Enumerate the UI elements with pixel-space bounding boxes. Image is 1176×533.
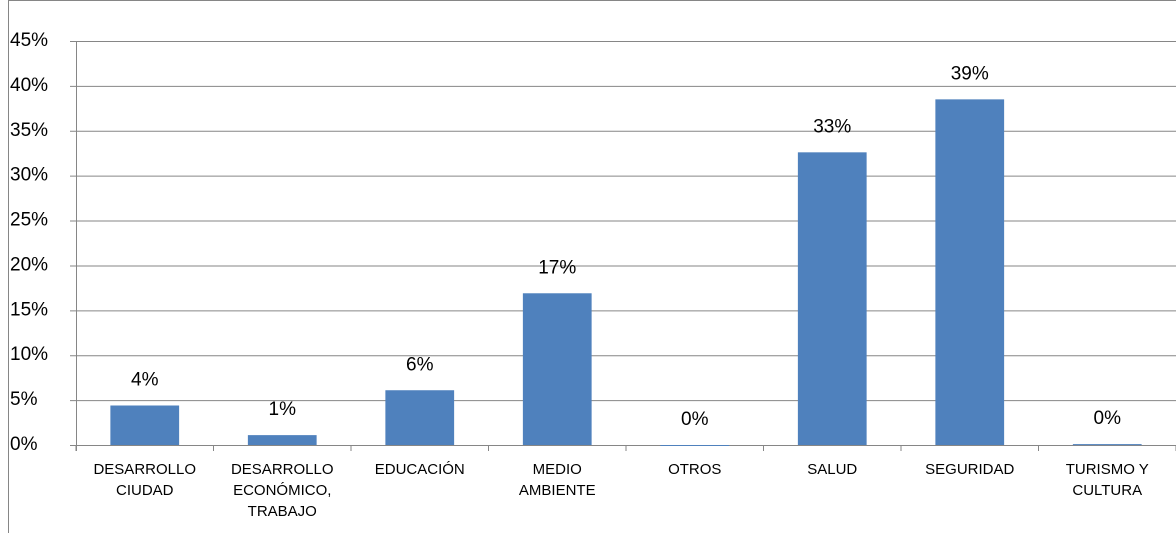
data-label: 4% <box>131 370 159 391</box>
bar <box>1072 444 1142 446</box>
y-tick-label: 30% <box>10 165 48 186</box>
y-tick-label: 15% <box>10 299 48 320</box>
y-tick-label: 40% <box>10 75 48 96</box>
data-label: 39% <box>951 63 989 84</box>
y-tick-label: 25% <box>10 210 48 231</box>
x-tick-label: SEGURIDAD <box>925 461 1014 478</box>
bar <box>797 152 867 445</box>
y-tick-label: 0% <box>10 434 38 455</box>
bar <box>385 390 455 445</box>
data-label: 6% <box>406 354 434 375</box>
bar <box>522 293 592 445</box>
x-tick-label: EDUCACIÓN <box>375 461 465 478</box>
y-tick-label: 20% <box>10 254 48 275</box>
y-tick-label: 5% <box>10 389 38 410</box>
x-tick-label: MEDIO AMBIENTE <box>519 461 596 499</box>
bar <box>935 99 1005 445</box>
data-label: 17% <box>538 257 576 278</box>
x-tick-label: SALUD <box>807 461 857 478</box>
x-tick-label: OTROS <box>668 461 721 478</box>
data-label: 33% <box>813 116 851 137</box>
x-tick-label: DESARROLLO CIUDAD <box>93 461 196 499</box>
bar <box>247 435 317 445</box>
bar <box>660 445 730 446</box>
x-tick-label: TURISMO Y CULTURA <box>1066 461 1149 499</box>
bar <box>110 405 180 445</box>
data-label: 1% <box>269 399 297 420</box>
y-tick-label: 10% <box>10 344 48 365</box>
data-label: 0% <box>1094 408 1122 429</box>
x-tick-label: DESARROLLO ECONÓMICO, TRABAJO <box>231 461 334 520</box>
y-tick-label: 45% <box>10 30 48 51</box>
y-tick-label: 35% <box>10 120 48 141</box>
data-label: 0% <box>681 409 709 430</box>
